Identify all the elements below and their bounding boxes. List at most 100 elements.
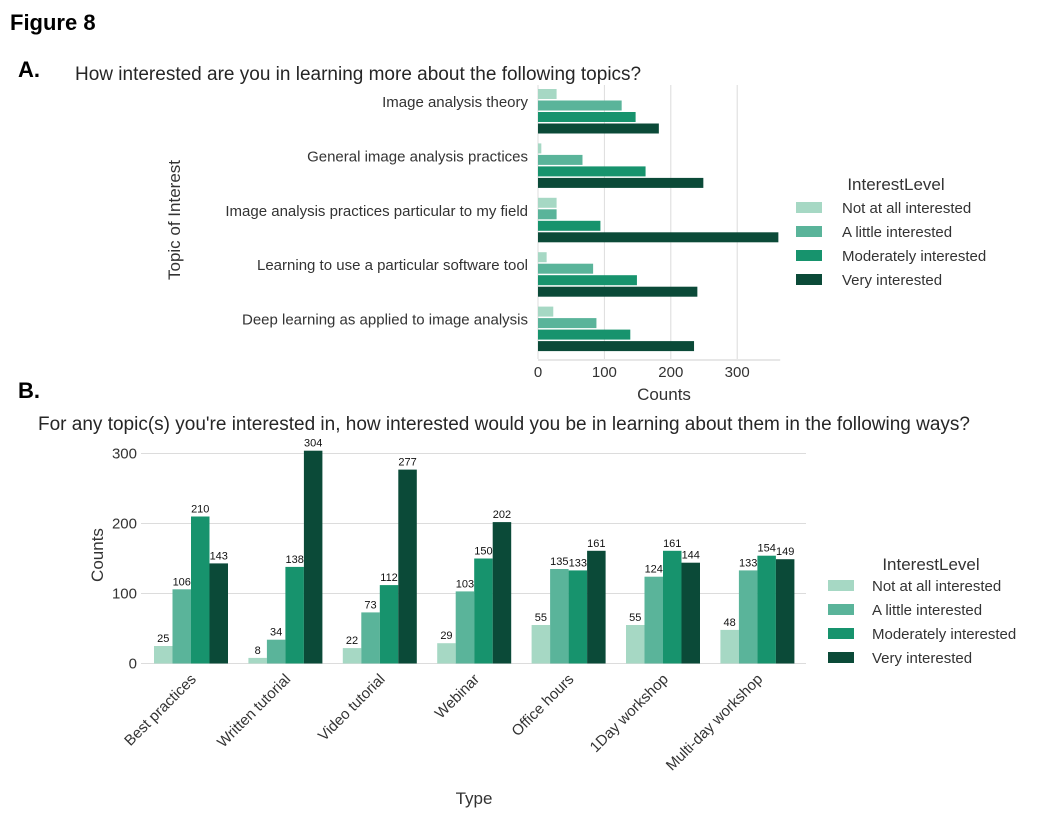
panel-a-label: A. [18, 57, 40, 82]
x-tick-label: 0 [534, 364, 542, 381]
legend-swatch-a-little-interested [796, 226, 822, 237]
data-label: 133 [739, 557, 757, 569]
data-label: 22 [346, 635, 358, 647]
data-label: 161 [663, 538, 681, 550]
bar-written-tutorial-a-little-interested [266, 639, 286, 664]
legend-swatch-moderately-interested [828, 628, 854, 639]
bar-office-hours-not-at-all-interested [531, 625, 551, 664]
figure-title: Figure 8 [10, 10, 96, 35]
data-label: 154 [757, 543, 775, 555]
bar-office-hours-moderately-interested [568, 570, 588, 664]
y-category-label: Image analysis practices particular to m… [225, 203, 528, 220]
panel-b-bars [154, 450, 795, 664]
bar-video-tutorial-a-little-interested [361, 612, 380, 664]
x-category-label: Webinar [432, 671, 483, 722]
legend-item-label: Not at all interested [872, 578, 1001, 595]
x-tick-label: 100 [592, 364, 617, 381]
bar-best-practices-very-interested [209, 563, 228, 664]
bar-image-analysis-theory-a-little-interested [538, 100, 622, 111]
legend-item-label: Not at all interested [842, 200, 971, 217]
panel-a-bars [538, 89, 779, 352]
bar-office-hours-a-little-interested [550, 569, 569, 664]
panel-b: B. For any topic(s) you're interested in… [18, 378, 1016, 808]
data-label: 103 [456, 578, 474, 590]
x-category-label: Multi-day workshop [663, 671, 766, 774]
bar-image-analysis-practices-particular-to-my-field-a-little-interested [538, 209, 557, 220]
bar-image-analysis-theory-very-interested [538, 123, 659, 134]
x-category-label: Written tutorial [214, 671, 294, 751]
bar-best-practices-a-little-interested [172, 589, 191, 664]
bar-learning-to-use-a-particular-software-tool-a-little-interested [538, 263, 594, 274]
legend-swatch-moderately-interested [796, 250, 822, 261]
data-label: 161 [587, 538, 605, 550]
bar-1day-workshop-not-at-all-interested [626, 625, 645, 664]
data-label: 55 [629, 612, 641, 624]
legend-swatch-very-interested [796, 274, 822, 285]
panel-a-legend-title: InterestLevel [847, 175, 944, 194]
bar-video-tutorial-moderately-interested [379, 585, 399, 664]
legend-item-label: A little interested [842, 224, 952, 241]
bar-video-tutorial-not-at-all-interested [342, 648, 362, 664]
data-label: 48 [724, 617, 736, 629]
data-label: 143 [210, 550, 228, 562]
bar-best-practices-moderately-interested [191, 516, 210, 664]
x-tick-label: 200 [658, 364, 683, 381]
panel-b-title: For any topic(s) you're interested in, h… [38, 414, 970, 435]
x-category-label: 1Day workshop [587, 671, 672, 756]
bar-1day-workshop-moderately-interested [663, 550, 682, 664]
panel-b-ylabel: Counts [88, 528, 107, 582]
bar-deep-learning-as-applied-to-image-analysis-very-interested [538, 341, 695, 352]
bar-image-analysis-theory-not-at-all-interested [538, 89, 557, 99]
data-label: 34 [270, 627, 282, 639]
legend-item-label: Very interested [842, 272, 942, 289]
y-category-label: Image analysis theory [382, 94, 528, 111]
bar-learning-to-use-a-particular-software-tool-not-at-all-interested [538, 252, 547, 263]
y-category-label: Learning to use a particular software to… [257, 257, 528, 274]
legend-item-label: A little interested [872, 602, 982, 619]
data-label: 144 [682, 550, 700, 562]
panel-b-legend-title: InterestLevel [882, 555, 979, 574]
bar-learning-to-use-a-particular-software-tool-moderately-interested [538, 275, 637, 286]
panel-b-legend: InterestLevel Not at all interested A lit… [828, 555, 1016, 667]
data-label: 29 [440, 630, 452, 642]
legend-item-label: Very interested [872, 650, 972, 667]
bar-deep-learning-as-applied-to-image-analysis-not-at-all-interested [538, 306, 554, 317]
bar-image-analysis-theory-moderately-interested [538, 112, 636, 122]
panel-b-y-ticks: 0 100 200 300 [112, 446, 137, 673]
legend-swatch-not-at-all-interested [828, 580, 854, 591]
panel-a-xlabel: Counts [637, 385, 691, 404]
legend-item-label: Moderately interested [842, 248, 986, 265]
data-label: 277 [398, 457, 416, 469]
bar-image-analysis-practices-particular-to-my-field-moderately-interested [538, 220, 601, 231]
bar-multi-day-workshop-not-at-all-interested [720, 629, 739, 664]
bar-learning-to-use-a-particular-software-tool-very-interested [538, 286, 698, 297]
data-label: 106 [173, 576, 191, 588]
bar-webinar-not-at-all-interested [437, 643, 456, 664]
data-label: 150 [474, 546, 492, 558]
legend-swatch-a-little-interested [828, 604, 854, 615]
x-category-label: Best practices [121, 671, 200, 750]
y-tick-label: 100 [112, 586, 137, 603]
data-label: 304 [304, 438, 322, 450]
y-tick-label: 300 [112, 446, 137, 463]
panel-b-category-labels: Best practices Written tutorial Video tuto… [121, 671, 766, 774]
bar-general-image-analysis-practices-moderately-interested [538, 166, 646, 177]
data-label: 8 [255, 645, 261, 657]
bar-written-tutorial-moderately-interested [285, 566, 304, 664]
bar-written-tutorial-not-at-all-interested [248, 657, 267, 664]
panel-b-data-labels: 25 106 210 143 8 34 138 304 22 73 112 277 29 103 150 20… [157, 438, 794, 657]
x-category-label: Office hours [508, 671, 577, 740]
data-label: 112 [380, 572, 398, 584]
data-label: 133 [569, 557, 587, 569]
x-tick-label: 300 [725, 364, 750, 381]
bar-video-tutorial-very-interested [398, 469, 417, 664]
bar-1day-workshop-a-little-interested [644, 576, 663, 664]
bar-general-image-analysis-practices-very-interested [538, 177, 704, 188]
legend-swatch-not-at-all-interested [796, 202, 822, 213]
x-category-label: Video tutorial [315, 671, 389, 745]
y-category-label: Deep learning as applied to image analys… [242, 312, 528, 329]
data-label: 55 [535, 612, 547, 624]
bar-general-image-analysis-practices-not-at-all-interested [538, 143, 542, 154]
y-tick-label: 0 [129, 656, 137, 673]
